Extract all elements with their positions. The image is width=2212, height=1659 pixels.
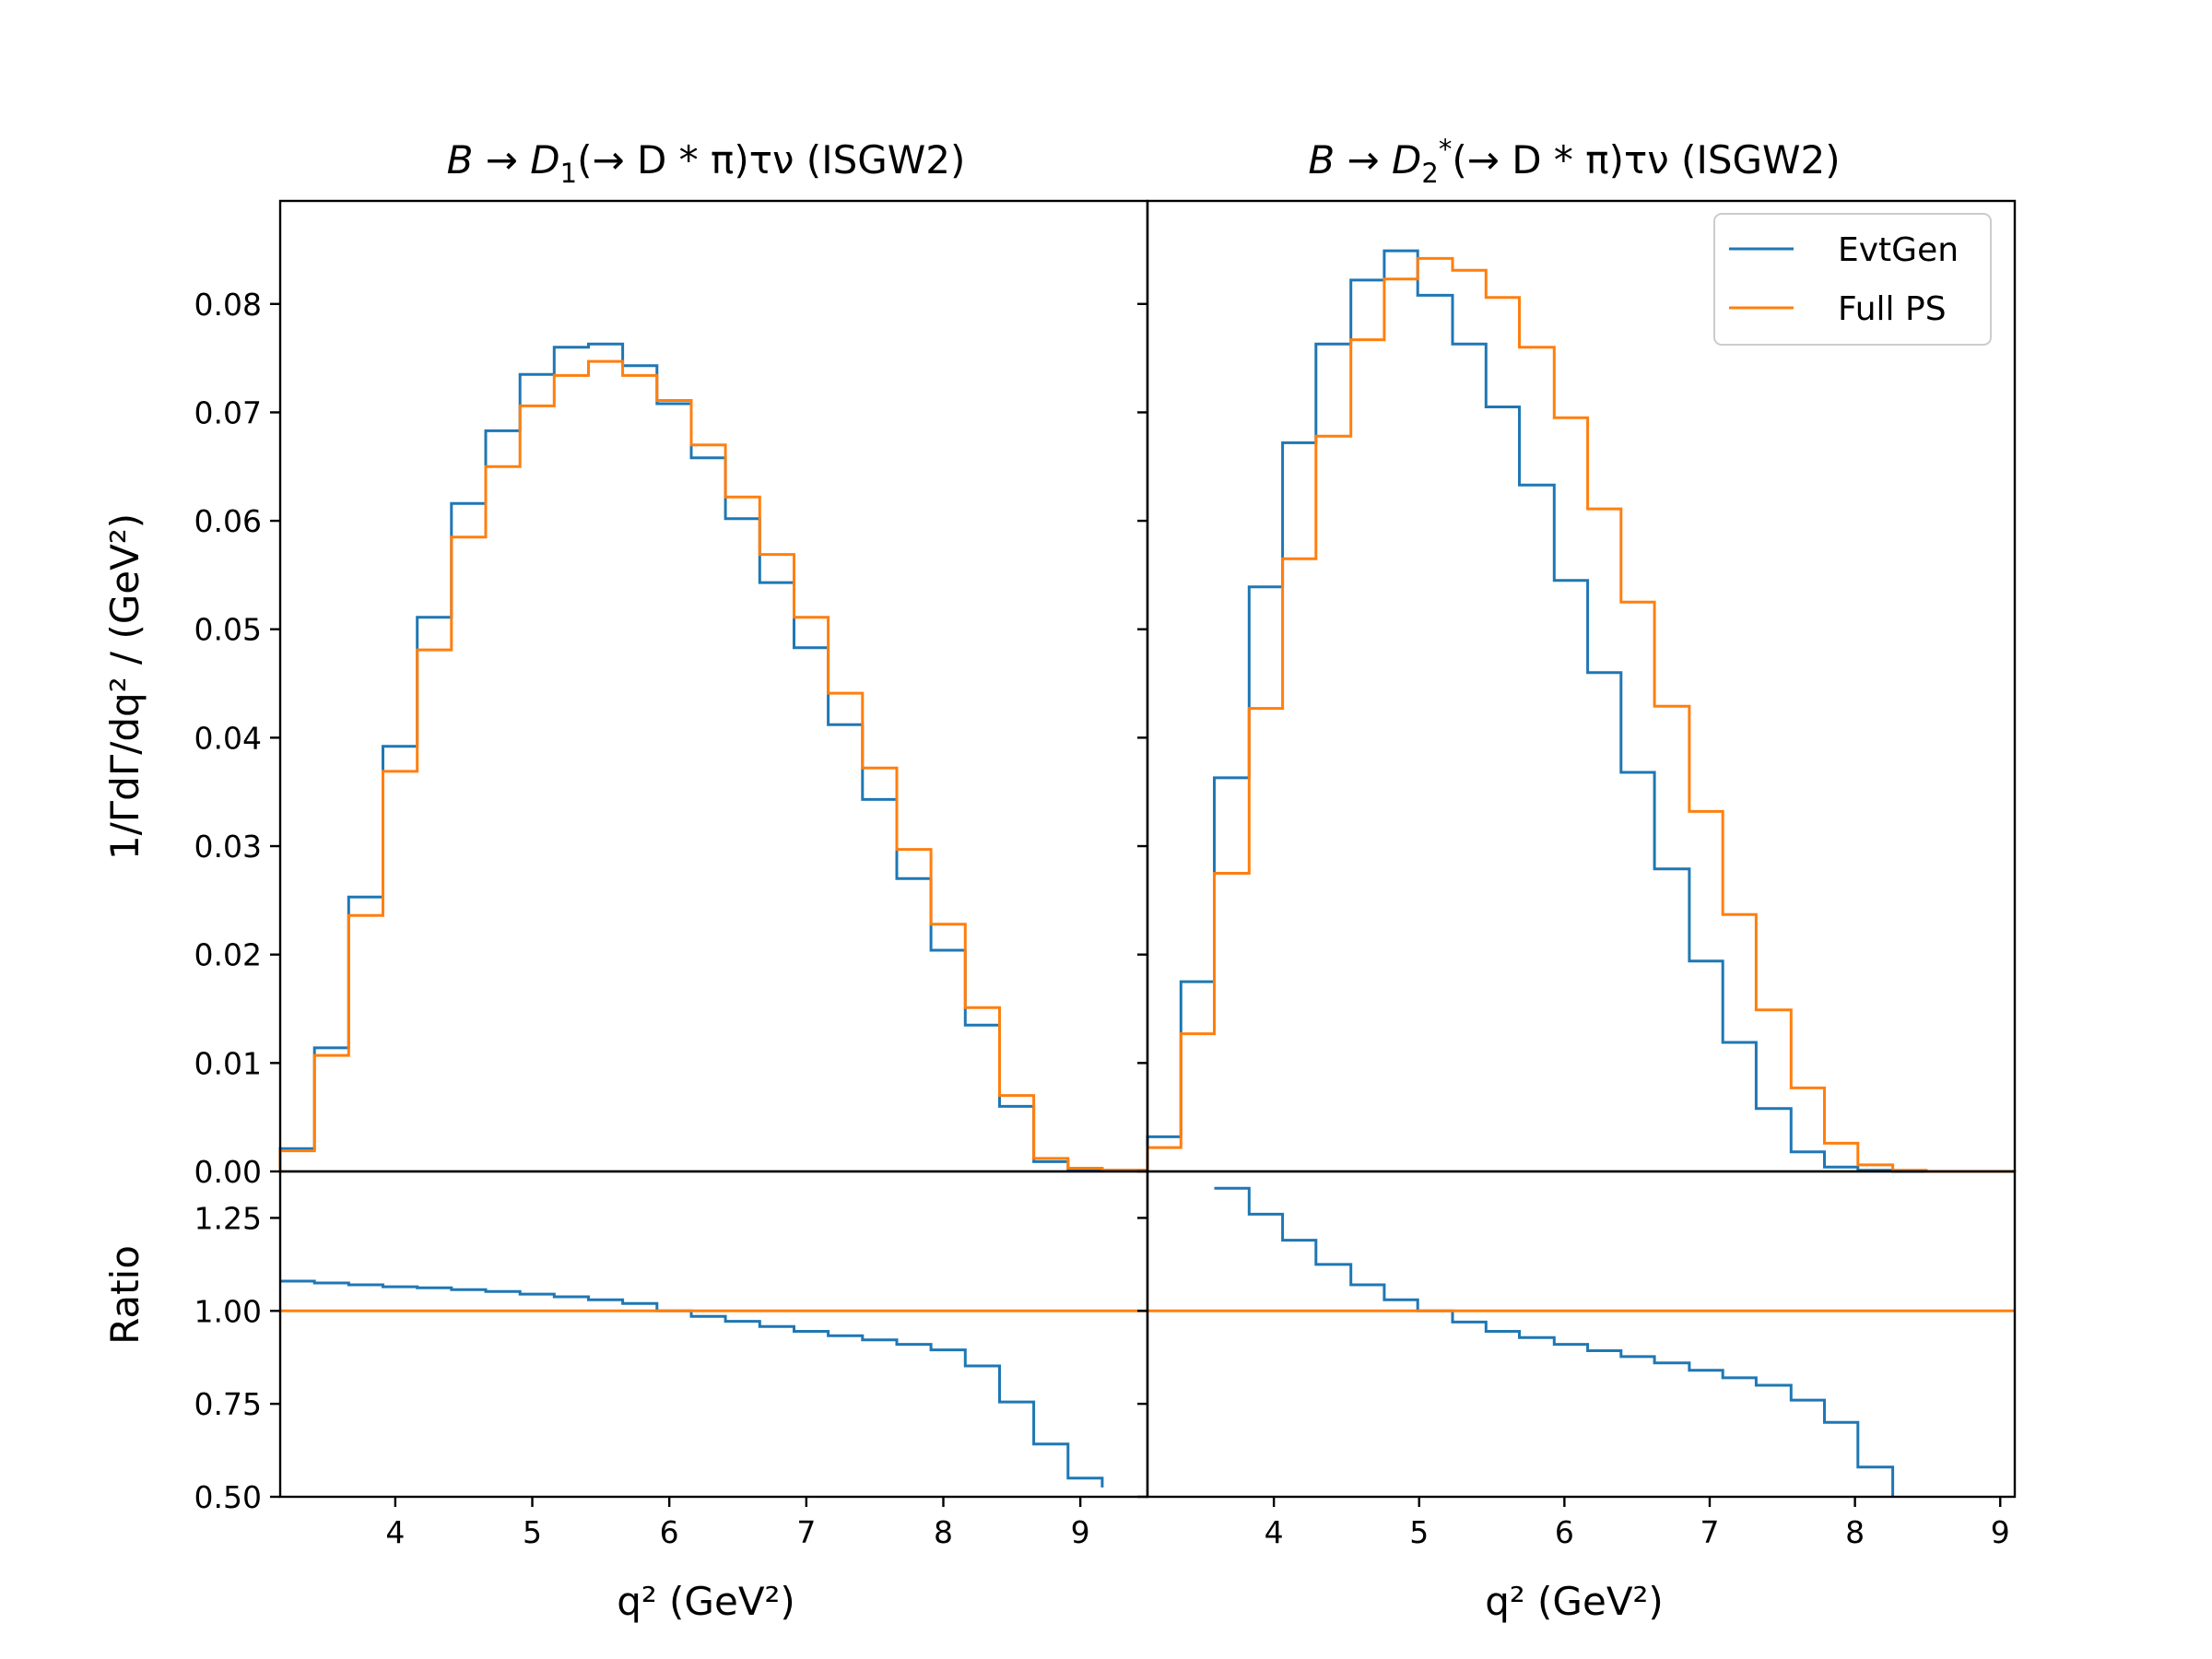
title-right-star: * (1439, 134, 1453, 165)
ratio-plot-left (280, 1279, 1147, 1488)
legend: EvtGen Full PS (1713, 213, 1992, 346)
legend-box (1713, 213, 1992, 346)
title-left-part2: (→ D * π)τν (ISGW2) (577, 137, 965, 182)
xtick-label-right-5: 9 (1991, 1514, 2010, 1550)
series-evtgen-right (1146, 249, 2015, 1173)
ytick-label-7: 0.07 (194, 394, 262, 430)
xtick-label-left-0: 4 (385, 1514, 405, 1550)
xlabel-left: q² (GeV²) (617, 1579, 795, 1624)
ratio-ytick-label-2: 1.00 (194, 1293, 262, 1329)
series-fullps-right (1146, 256, 2015, 1173)
ytick-label-2: 0.02 (194, 937, 262, 973)
ratio-ytick-label-0: 0.50 (194, 1479, 262, 1515)
xtick-label-left-2: 6 (660, 1514, 679, 1550)
ytick-label-0: 0.00 (194, 1154, 262, 1190)
xtick-label-right-0: 4 (1265, 1514, 1284, 1550)
xlabel-right: q² (GeV²) (1485, 1579, 1664, 1624)
legend-label-evtgen: EvtGen (1838, 231, 1959, 269)
ratio-evtgen-right (1214, 1186, 1895, 1497)
xtick-label-left-4: 8 (934, 1514, 953, 1550)
xtick-label-right-4: 8 (1845, 1514, 1865, 1550)
ylabel-ratio: Ratio (102, 1245, 147, 1345)
xtick-label-right-3: 7 (1700, 1514, 1719, 1550)
ratio-clip-right (1147, 1186, 2015, 1497)
title-left: B → D1(→ D * π)τν (ISGW2) (447, 137, 966, 189)
main-plot-right (1146, 249, 2015, 1173)
title-right-part1: B → D (1308, 137, 1421, 182)
title-right-sub: 2 (1421, 158, 1438, 189)
ratio-clip-left (280, 1279, 1147, 1488)
ytick-label-1: 0.01 (194, 1045, 262, 1081)
series-fullps-left (278, 359, 1147, 1172)
title-left-sub: 1 (560, 158, 577, 189)
ytick-label-8: 0.08 (194, 287, 262, 323)
ratio-plot-right (1147, 1186, 2015, 1497)
title-right: B → D2*(→ D * π)τν (ISGW2) (1308, 134, 1840, 189)
title-left-part1: B → D (447, 137, 560, 182)
frame-ratio-left (278, 1170, 1149, 1499)
xtick-label-left-3: 7 (796, 1514, 816, 1550)
frame-main-left (278, 199, 1149, 1173)
series-evtgen-left (278, 342, 1147, 1172)
xtick-label-right-1: 5 (1409, 1514, 1429, 1550)
ytick-label-4: 0.04 (194, 720, 262, 756)
xtick-label-left-5: 9 (1071, 1514, 1090, 1550)
ytick-label-5: 0.05 (194, 612, 262, 648)
main-plot-left (278, 342, 1147, 1172)
legend-label-fullps: Full PS (1838, 290, 1947, 328)
ratio-ytick-label-3: 1.25 (194, 1200, 262, 1236)
ratio-evtgen-left (280, 1279, 1104, 1488)
xtick-label-left-1: 5 (523, 1514, 542, 1550)
ratio-ytick-label-1: 0.75 (194, 1386, 262, 1422)
ylabel-main: 1/ΓdΓ/dq² / (GeV²) (102, 513, 147, 860)
xtick-label-right-2: 6 (1555, 1514, 1574, 1550)
ytick-label-3: 0.03 (194, 829, 262, 865)
frame-main-right (1146, 199, 2017, 1173)
axis-ticks: 4 5 6 7 8 9 0.00 0.01 0.02 0.03 0.04 0.05 0.06 0.07 0.… (194, 287, 2010, 1550)
title-right-part2: (→ D * π)τν (ISGW2) (1452, 137, 1840, 182)
frame-ratio-right (1146, 1170, 2017, 1499)
ytick-label-6: 0.06 (194, 503, 262, 539)
